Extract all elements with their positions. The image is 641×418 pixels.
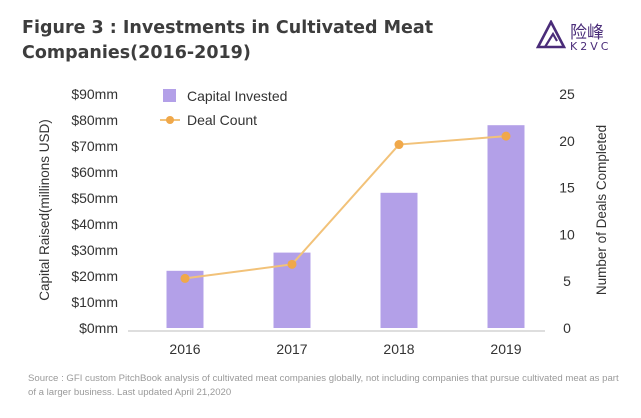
left-tick-label: $20mm — [71, 268, 118, 284]
legend-deal-count: Deal Count — [187, 112, 257, 128]
deal-count-point-2019 — [501, 131, 511, 141]
x-tick-label-2016: 2016 — [169, 341, 200, 357]
right-tick-label: 0 — [563, 320, 571, 336]
right-tick-label: 15 — [559, 180, 575, 196]
left-tick-label: $80mm — [71, 112, 118, 128]
left-tick-label: $40mm — [71, 216, 118, 232]
left-tick-label: $30mm — [71, 242, 118, 258]
right-tick-label: 25 — [559, 86, 575, 102]
deal-count-point-2016 — [180, 273, 190, 283]
investment-chart: $0mm $10mm $20mm $30mm $40mm $50mm $60mm $70mm $… — [37, 86, 609, 357]
right-tick-label: 5 — [563, 273, 571, 289]
x-axis-ticks: 2016 2017 2018 2019 — [169, 341, 521, 357]
x-tick-label-2018: 2018 — [383, 341, 414, 357]
right-axis-ticks: 0 5 10 15 20 25 — [559, 86, 575, 336]
right-tick-label: 10 — [559, 226, 575, 242]
deal-count-point-2017 — [287, 259, 297, 269]
left-tick-label: $50mm — [71, 190, 118, 206]
bar-2018 — [380, 192, 418, 328]
left-axis-label: Capital Raised(millinons USD) — [37, 119, 52, 301]
legend-bar-swatch — [163, 89, 176, 102]
deal-count-line — [184, 135, 507, 280]
x-tick-label-2019: 2019 — [490, 341, 521, 357]
deal-count-line-layer — [180, 131, 511, 283]
deal-count-point-2018 — [394, 140, 404, 150]
left-axis-ticks: $0mm $10mm $20mm $30mm $40mm $50mm $60mm $70mm $… — [71, 86, 118, 336]
left-tick-label: $0mm — [79, 320, 118, 336]
right-axis-label: Number of Deals Completed — [594, 125, 609, 295]
legend: Capital Invested Deal Count — [160, 88, 287, 128]
left-tick-label: $90mm — [71, 86, 118, 102]
triangle-logo-icon — [536, 20, 566, 49]
right-tick-label: 20 — [559, 133, 575, 149]
bars-layer — [166, 125, 525, 328]
source-note: Source : GFI custom PitchBook analysis o… — [28, 373, 619, 398]
bar-2019 — [487, 125, 525, 328]
logo-english-text: K2VC — [570, 40, 612, 53]
legend-line-marker — [166, 116, 174, 124]
left-tick-label: $60mm — [71, 164, 118, 180]
k2vc-logo: 险峰 K2VC — [536, 18, 626, 58]
chart-title: Figure 3 : Investments in Cultivated Mea… — [22, 18, 434, 63]
left-tick-label: $70mm — [71, 138, 118, 154]
x-tick-label-2017: 2017 — [276, 341, 307, 357]
legend-capital-invested: Capital Invested — [187, 88, 287, 104]
logo-chinese-text: 险峰 — [570, 23, 604, 43]
left-tick-label: $10mm — [71, 294, 118, 310]
